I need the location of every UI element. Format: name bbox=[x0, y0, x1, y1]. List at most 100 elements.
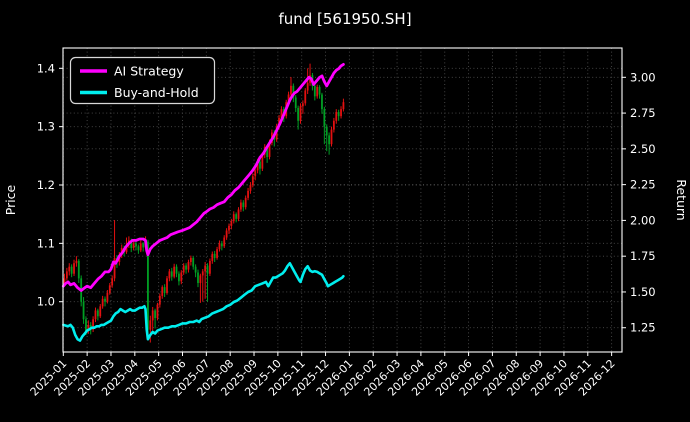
candle-up bbox=[228, 225, 230, 231]
candle-up bbox=[249, 185, 252, 191]
gridlines bbox=[62, 48, 622, 352]
candle-up bbox=[244, 197, 247, 208]
candle-down bbox=[313, 85, 316, 97]
candle-down bbox=[266, 147, 269, 157]
candle-up bbox=[232, 214, 235, 222]
candle-up bbox=[173, 266, 176, 277]
candle-up bbox=[216, 249, 218, 258]
candle-up bbox=[340, 109, 342, 117]
candle-down bbox=[197, 272, 199, 284]
candle-up bbox=[139, 243, 142, 251]
candle-down bbox=[328, 135, 331, 145]
candle-down bbox=[130, 240, 133, 249]
candle-up bbox=[306, 82, 309, 91]
candle-up bbox=[94, 310, 97, 320]
legend-label: Buy-and-Hold bbox=[114, 85, 199, 100]
candle-down bbox=[178, 273, 180, 282]
candle-up bbox=[132, 243, 135, 249]
right-tick-label: 1.75 bbox=[630, 249, 656, 263]
candle-down bbox=[82, 301, 85, 320]
left-tick-label: 1.0 bbox=[37, 295, 55, 309]
candle-up bbox=[187, 262, 190, 270]
right-tick-label: 2.25 bbox=[630, 178, 656, 192]
candle-down bbox=[220, 243, 223, 247]
candle-up bbox=[68, 266, 71, 272]
candle-down bbox=[242, 202, 245, 208]
candle-up bbox=[87, 325, 90, 331]
plot-frame bbox=[62, 47, 623, 353]
candle-down bbox=[297, 107, 300, 121]
candle-down bbox=[135, 243, 137, 247]
x-tick-labels: 2025-012025-022025-032025-042025-052025-… bbox=[28, 357, 618, 399]
candle-up bbox=[261, 154, 264, 169]
candle-up bbox=[189, 257, 192, 263]
candle-up bbox=[335, 112, 338, 121]
candle-up bbox=[304, 90, 307, 104]
candle-down bbox=[337, 112, 340, 117]
chart-title: fund [561950.SH] bbox=[278, 10, 411, 28]
candle-up bbox=[113, 257, 116, 279]
candle-up bbox=[92, 319, 94, 330]
candle-up bbox=[63, 278, 66, 285]
candle-up bbox=[211, 253, 214, 261]
candle-up bbox=[156, 304, 159, 319]
candle-up bbox=[316, 86, 319, 97]
candle-up bbox=[106, 292, 109, 302]
candle-up bbox=[73, 263, 75, 274]
candle-up bbox=[301, 103, 304, 107]
right-tick-label: 3.00 bbox=[630, 70, 656, 84]
candle-down bbox=[85, 319, 87, 331]
candle-up bbox=[204, 265, 207, 272]
candle-up bbox=[240, 202, 242, 210]
candle-down bbox=[175, 266, 178, 274]
candle-down bbox=[206, 265, 209, 274]
right-tick-label: 1.25 bbox=[630, 321, 656, 335]
candle-up bbox=[254, 170, 257, 177]
candle-up bbox=[166, 278, 168, 293]
legend: AI Strategy Buy-and-Hold bbox=[69, 56, 216, 105]
candle-up bbox=[299, 106, 302, 121]
candle-up bbox=[237, 209, 240, 219]
candle-up bbox=[223, 237, 226, 247]
candle-down bbox=[147, 241, 149, 330]
candle-down bbox=[213, 253, 216, 258]
candle-up bbox=[251, 176, 254, 186]
candle-down bbox=[323, 109, 326, 127]
candle-down bbox=[154, 310, 156, 319]
candle-down bbox=[294, 97, 297, 108]
candle-down bbox=[321, 94, 323, 110]
candle-down bbox=[163, 287, 166, 293]
candle-up bbox=[168, 271, 171, 279]
candle-down bbox=[192, 257, 195, 267]
right-tick-label: 1.50 bbox=[630, 285, 656, 299]
candle-down bbox=[142, 243, 145, 248]
candle-down bbox=[194, 266, 197, 273]
left-tick-label: 1.3 bbox=[37, 120, 55, 134]
axis-ticks bbox=[59, 67, 626, 356]
candle-up bbox=[332, 120, 335, 130]
candle-up bbox=[225, 230, 228, 238]
left-tick-label: 1.2 bbox=[37, 178, 55, 192]
candle-down bbox=[235, 214, 238, 219]
left-axis-label: Price bbox=[3, 184, 18, 215]
candle-down bbox=[96, 310, 99, 317]
candle-up bbox=[65, 271, 68, 279]
candle-down bbox=[292, 85, 295, 98]
left-tick-label: 1.4 bbox=[37, 61, 55, 75]
buy-and-hold-line bbox=[61, 261, 345, 342]
candle-up bbox=[280, 109, 283, 118]
candle-up bbox=[218, 243, 221, 250]
ai-strategy-line bbox=[61, 63, 345, 292]
candle-down bbox=[185, 265, 187, 270]
candle-up bbox=[111, 278, 114, 286]
candle-up bbox=[230, 221, 233, 226]
candle-down bbox=[325, 126, 328, 136]
legend-label: AI Strategy bbox=[114, 64, 184, 79]
candle-up bbox=[101, 298, 104, 307]
candle-up bbox=[330, 129, 333, 145]
candle-up bbox=[161, 287, 164, 296]
candle-up bbox=[256, 161, 259, 171]
right-tick-label: 2.75 bbox=[630, 106, 656, 120]
